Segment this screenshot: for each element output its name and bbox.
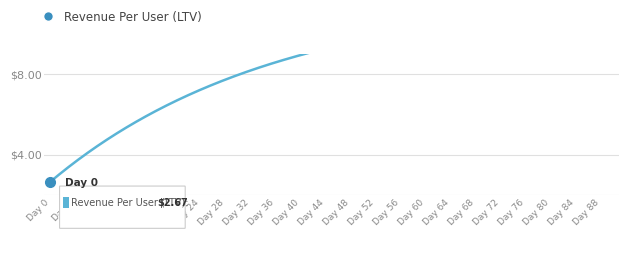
Bar <box>63 197 69 208</box>
Legend: Revenue Per User (LTV): Revenue Per User (LTV) <box>31 6 207 28</box>
FancyBboxPatch shape <box>59 186 185 228</box>
Text: $2.67: $2.67 <box>157 198 188 208</box>
Text: Revenue Per User (LTV):: Revenue Per User (LTV): <box>71 198 188 208</box>
Text: Day 0: Day 0 <box>65 178 98 188</box>
